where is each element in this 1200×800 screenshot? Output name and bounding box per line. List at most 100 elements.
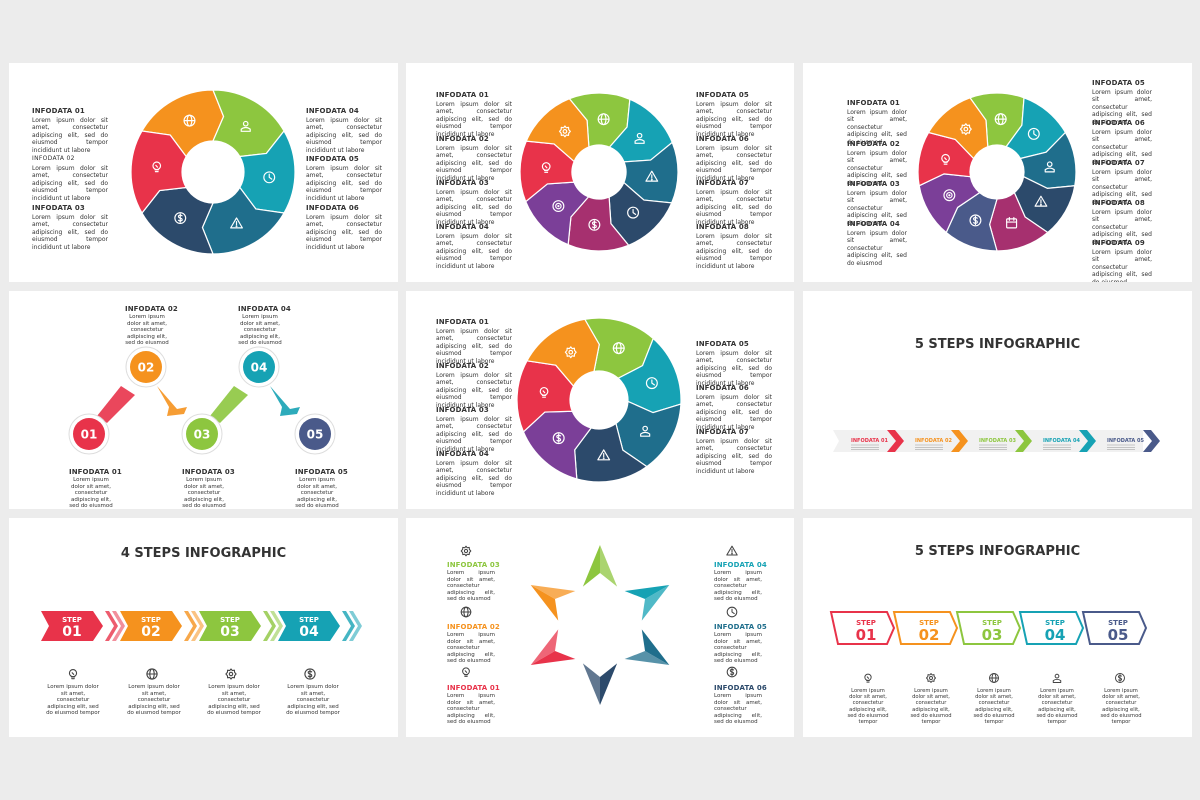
step-circle (186, 418, 218, 450)
step-arrow (41, 611, 103, 641)
warning-icon (230, 217, 243, 229)
step-circle (299, 418, 331, 450)
infodata-text: Lorem ipsum dolor sit amet, consectetur … (714, 570, 762, 602)
step-number: 05 (307, 428, 324, 442)
clock-icon (263, 171, 276, 184)
infodata-label: INFODATA 02 (436, 135, 489, 143)
step-word: STEP (299, 616, 319, 624)
dollar-icon (174, 212, 187, 225)
gear-icon (225, 668, 237, 680)
infodata-text: Lorem ipsum dolor sit amet, consectetur … (436, 233, 512, 270)
infodata-label: INFODATA 05 (306, 155, 359, 163)
infodata-label: INFODATA 01 (32, 107, 85, 115)
warning-icon (1034, 195, 1048, 207)
clock-icon (627, 206, 640, 219)
star-diagram (460, 545, 738, 705)
cycle-segment (525, 181, 590, 246)
infodata-label: INFODATA 04 (238, 305, 291, 313)
cycle-segment (574, 422, 648, 483)
mini-chevron (263, 611, 276, 641)
dollar-icon (1115, 673, 1125, 683)
bulb-icon (539, 387, 549, 398)
step-text: Lorem ipsum dolor sit amet, consectetur … (1100, 688, 1142, 726)
step-label: INFODATA 04 (1043, 438, 1080, 444)
slide-title: 5 STEPS INFOGRAPHIC (914, 337, 1081, 352)
infodata-label: INFODATA 04 (436, 223, 489, 231)
cycle-segment (918, 173, 981, 234)
step-number: 05 (1108, 626, 1129, 644)
infodata-text: Lorem ipsum dolor sit amet, consectetur … (696, 145, 772, 182)
connector-arrow (270, 386, 300, 416)
step-text: Lorem ipsum dolor sit amet, consectetur … (127, 684, 181, 716)
step-number: 03 (220, 624, 239, 640)
step-number: 02 (919, 626, 940, 644)
user-icon (634, 132, 645, 144)
slide-five-steps-arrows: 5 STEPS INFOGRAPHIC INFODATA 01 INFODATA … (803, 291, 1192, 509)
warning-icon (597, 449, 611, 461)
infodata-text: Lorem ipsum dolor sit amet, consectetur … (696, 189, 772, 226)
infodata-label: INFODATA 04 (847, 220, 900, 228)
infodata-text: Lorem ipsum dolor sit amet, consectetur … (1092, 249, 1152, 282)
bulb-icon (68, 669, 78, 680)
infodata-text: Lorem ipsum dolor sit amet, consectetur … (696, 438, 772, 475)
infodata-text: Lorem ipsum dolor sit amet, consectetur … (447, 693, 495, 725)
step-number: 01 (81, 428, 98, 442)
clock-icon (726, 606, 738, 618)
infodata-label: INFODATA 07 (696, 428, 749, 436)
infodata-label: INFODATA 04 (714, 561, 767, 569)
infodata-label: INFODATA 03 (182, 468, 235, 476)
step-arrow (199, 611, 261, 641)
chevron-arrow (951, 430, 968, 452)
cycle-segment (519, 140, 575, 203)
step-circle (73, 418, 105, 450)
infodata-label: INFODATA 03 (447, 561, 500, 569)
warning-icon (726, 545, 738, 556)
mini-chevron (105, 611, 118, 641)
step-number: 02 (138, 361, 155, 375)
dollar-icon (726, 666, 738, 678)
ribbon-band (833, 430, 1143, 452)
infodata-text: Lorem ipsum dolor sit amet, consectetur … (847, 190, 907, 227)
bulb-icon (864, 673, 872, 683)
infodata-text: Lorem ipsum dolor sit amet, consectetur … (1092, 169, 1152, 206)
gear-icon (959, 123, 972, 136)
step-number: 04 (1045, 626, 1066, 644)
connector-arrow (97, 386, 135, 423)
infodata-text: Lorem ipsum dolor sit amet, consectetur … (436, 460, 512, 497)
step-label: INFODATA 02 (915, 438, 952, 444)
step-text: Lorem ipsum dolor sit amet, consectetur … (286, 684, 340, 716)
infodata-label: INFODATA 03 (436, 406, 489, 414)
infodata-label: INFODATA 02 (847, 140, 900, 148)
infodata-label: INFODATA 03 (32, 204, 85, 212)
star-arrow-light (624, 585, 670, 599)
infodata-text: Lorem ipsum dolor sit amet, consectetur … (306, 117, 382, 154)
infodata-text: Lorem ipsum dolor sit amet, consectetur … (32, 117, 108, 154)
dollar-icon (969, 214, 982, 227)
step-text: Lorem ipsum dolor sit amet, consectetur … (1036, 688, 1078, 726)
slide-wave-pins: 01 02 03 04 05 INFODATA 02 Lorem ipsum dolor… (9, 291, 398, 509)
infodata-label: INFODATA 03 (847, 180, 900, 188)
infodata-label: INFODATA 01 (436, 318, 489, 326)
bulb-icon (152, 161, 162, 173)
infodata-text: Lorem ipsum dolor sit amet, consectetur … (1092, 129, 1152, 166)
step-number: 03 (982, 626, 1003, 644)
globe-icon (612, 342, 625, 355)
infodata-label: INFODATA 01 (447, 684, 500, 692)
infodata-label: INFODATA 02 (436, 362, 489, 370)
globe-icon (183, 114, 196, 127)
dollar-icon (552, 432, 565, 445)
infodata-text: Lorem ipsum dolor sit amet, consectetur … (847, 109, 907, 146)
infodata-label: INFODATA 02 (32, 155, 75, 162)
slide-title: 5 STEPS INFOGRAPHIC (914, 544, 1081, 559)
cycle-segment (526, 318, 600, 388)
cycle-diagram (130, 89, 296, 255)
target-icon (552, 200, 565, 213)
gear-icon (558, 125, 571, 138)
cycle-segment (141, 186, 214, 255)
star-arrow-light (582, 545, 600, 587)
infodata-label: INFODATA 08 (1092, 199, 1145, 207)
cycle-segment (608, 181, 673, 246)
mini-chevron (349, 611, 362, 641)
gear-icon (460, 545, 472, 557)
